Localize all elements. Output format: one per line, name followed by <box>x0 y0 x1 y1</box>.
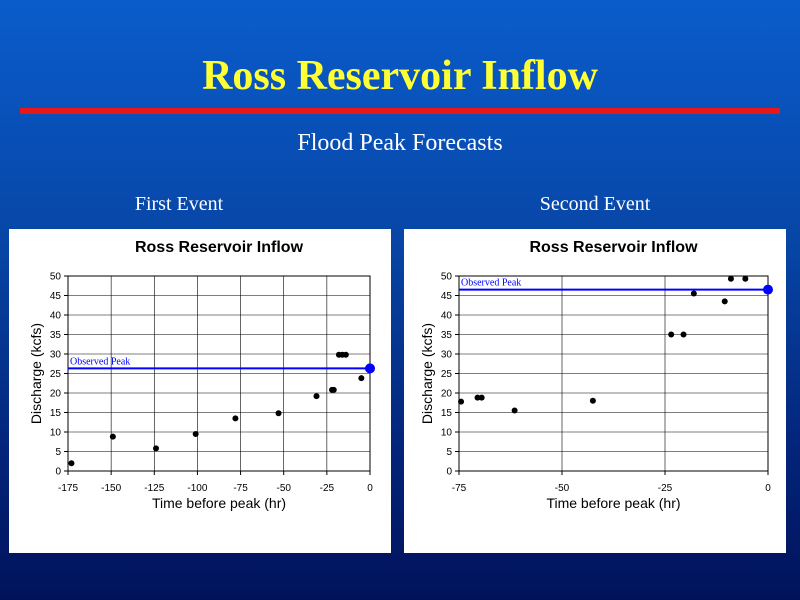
y-tick-label: 45 <box>441 291 453 302</box>
forecast-point <box>458 398 465 405</box>
y-axis-title: Discharge (kcfs) <box>419 323 435 424</box>
y-tick-label: 20 <box>441 389 453 400</box>
second-event-chart: Ross Reservoir Inflow 0 5 10 15 20 25 30 35 40 45 5… <box>404 229 786 553</box>
y-tick-label: 25 <box>441 369 453 380</box>
x-tick-label: -75 <box>452 483 467 494</box>
forecast-point <box>342 351 349 358</box>
forecast-point <box>109 433 116 440</box>
forecast-point <box>313 393 320 400</box>
forecast-point <box>68 460 75 467</box>
forecast-point <box>690 290 697 297</box>
y-tick-label: 50 <box>50 272 62 283</box>
x-tick-label: -100 <box>187 483 207 494</box>
chart-title: Ross Reservoir Inflow <box>135 239 304 256</box>
y-tick-label: 45 <box>50 291 62 302</box>
forecast-point <box>680 331 687 338</box>
forecast-point <box>192 430 199 437</box>
y-tick-label: 5 <box>55 447 61 458</box>
x-tick-label: 0 <box>367 483 373 494</box>
forecast-point <box>358 375 365 382</box>
first-event-chart-svg: Ross Reservoir Inflow 0 5 10 15 20 25 30 35 40 45 5… <box>28 239 375 511</box>
y-tick-label: 25 <box>50 369 62 380</box>
observed-peak-point <box>365 363 375 374</box>
y-tick-label: 0 <box>55 467 61 478</box>
observed-peak-label: Observed Peak <box>70 356 130 367</box>
x-tick-label: -50 <box>276 483 291 494</box>
x-tick-label: -175 <box>58 483 78 494</box>
forecast-point <box>153 445 160 452</box>
y-tick-label: 0 <box>446 467 452 478</box>
forecast-point <box>511 407 518 414</box>
y-axis-title: Discharge (kcfs) <box>28 323 44 424</box>
forecast-point <box>474 394 481 401</box>
x-tick-label: -125 <box>144 483 164 494</box>
y-tick-label: 5 <box>446 447 452 458</box>
first-event-label: First Event <box>134 193 224 215</box>
y-tick-label: 10 <box>441 428 453 439</box>
title-divider <box>20 108 780 114</box>
x-tick-label: 0 <box>765 483 771 494</box>
x-axis-title: Time before peak (hr) <box>546 495 680 511</box>
y-tick-label: 20 <box>50 389 62 400</box>
forecast-point <box>275 410 282 417</box>
forecast-point <box>478 394 485 401</box>
forecast-point <box>742 275 749 282</box>
x-tick-label: -50 <box>555 483 570 494</box>
forecast-point <box>727 275 734 282</box>
observed-peak-point <box>763 284 773 295</box>
first-event-chart: Ross Reservoir Inflow 0 5 10 15 20 25 30 35 40 45 5… <box>9 229 391 553</box>
y-tick-label: 35 <box>50 330 62 341</box>
y-tick-label: 10 <box>50 428 62 439</box>
second-event-label: Second Event <box>539 193 651 215</box>
y-tick-label: 15 <box>441 408 453 419</box>
x-axis-title: Time before peak (hr) <box>152 495 286 511</box>
y-tick-label: 35 <box>441 330 453 341</box>
forecast-point <box>721 298 728 305</box>
x-tick-label: -150 <box>101 483 121 494</box>
observed-peak-label: Observed Peak <box>461 278 521 289</box>
forecast-point <box>232 415 239 422</box>
y-tick-label: 50 <box>441 272 453 283</box>
y-tick-label: 30 <box>50 350 62 361</box>
slide-title: Ross Reservoir Inflow <box>202 53 598 99</box>
y-tick-label: 40 <box>441 311 453 322</box>
chart-title: Ross Reservoir Inflow <box>529 239 698 256</box>
x-tick-label: -25 <box>320 483 335 494</box>
y-tick-label: 30 <box>441 350 453 361</box>
forecast-point <box>589 397 596 404</box>
forecast-point <box>330 386 337 393</box>
second-event-chart-svg: Ross Reservoir Inflow 0 5 10 15 20 25 30 35 40 45 5… <box>419 239 773 511</box>
y-tick-label: 15 <box>50 408 62 419</box>
y-tick-label: 40 <box>50 311 62 322</box>
slide-subtitle: Flood Peak Forecasts <box>297 130 503 156</box>
forecast-point <box>668 331 675 338</box>
x-tick-label: -25 <box>658 483 673 494</box>
x-tick-label: -75 <box>233 483 248 494</box>
